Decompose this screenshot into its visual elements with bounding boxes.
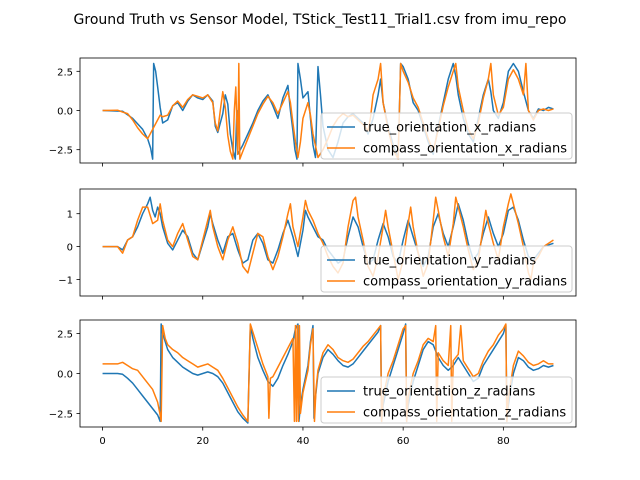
x-tick-label: 60 (397, 436, 410, 447)
x-tick-label: 20 (196, 436, 209, 447)
figure-title: Ground Truth vs Sensor Model, TStick_Tes… (74, 12, 567, 28)
legend: true_orientation_x_radians compass_orient… (320, 112, 573, 160)
legend-label: true_orientation_z_radians (363, 385, 535, 400)
legend-label: true_orientation_x_radians (363, 121, 536, 136)
legend: true_orientation_y_radians compass_orient… (320, 245, 573, 293)
legend-label: compass_orientation_z_radians (363, 406, 566, 421)
axes-frame (79, 188, 577, 297)
y-tick-label: 2.5 (57, 330, 73, 341)
x-tick-label: 0 (99, 436, 105, 447)
y-tick-label: −2.5 (49, 409, 73, 420)
y-tick-label: −2.5 (49, 146, 73, 157)
legend-box (320, 112, 573, 160)
y-tick-label: 1 (67, 210, 73, 221)
legend-box (320, 376, 573, 424)
series-line-compass-orientation-z-radians (102, 323, 554, 423)
legend-label: true_orientation_y_radians (363, 254, 536, 269)
legend-label: compass_orientation_x_radians (363, 142, 567, 157)
y-tick-label: 2.5 (57, 67, 73, 78)
x-tick-label: 40 (297, 436, 310, 447)
y-tick-label: 0.0 (57, 370, 73, 381)
legend-label: compass_orientation_y_radians (363, 275, 567, 290)
y-tick-label: 0 (67, 243, 73, 254)
y-tick-label: 0.0 (57, 107, 73, 118)
legend-box (320, 245, 573, 293)
subplots: −2.5 0.0 2.5 true_orientation_x_radianscomp… (49, 57, 577, 447)
subplot-2: −1 0 1 true_orientation_y_radians compass_or… (58, 188, 577, 300)
subplot-3: −2.5 0.0 2.5 0 20 40 60 80 true_orientation_z_ra… (49, 319, 577, 447)
subplot-1: −2.5 0.0 2.5 true_orientation_x_radianscomp… (49, 57, 577, 167)
legend: true_orientation_z_radians compass_orient… (320, 376, 573, 424)
y-tick-label: −1 (58, 276, 73, 287)
x-tick-label: 80 (497, 436, 510, 447)
